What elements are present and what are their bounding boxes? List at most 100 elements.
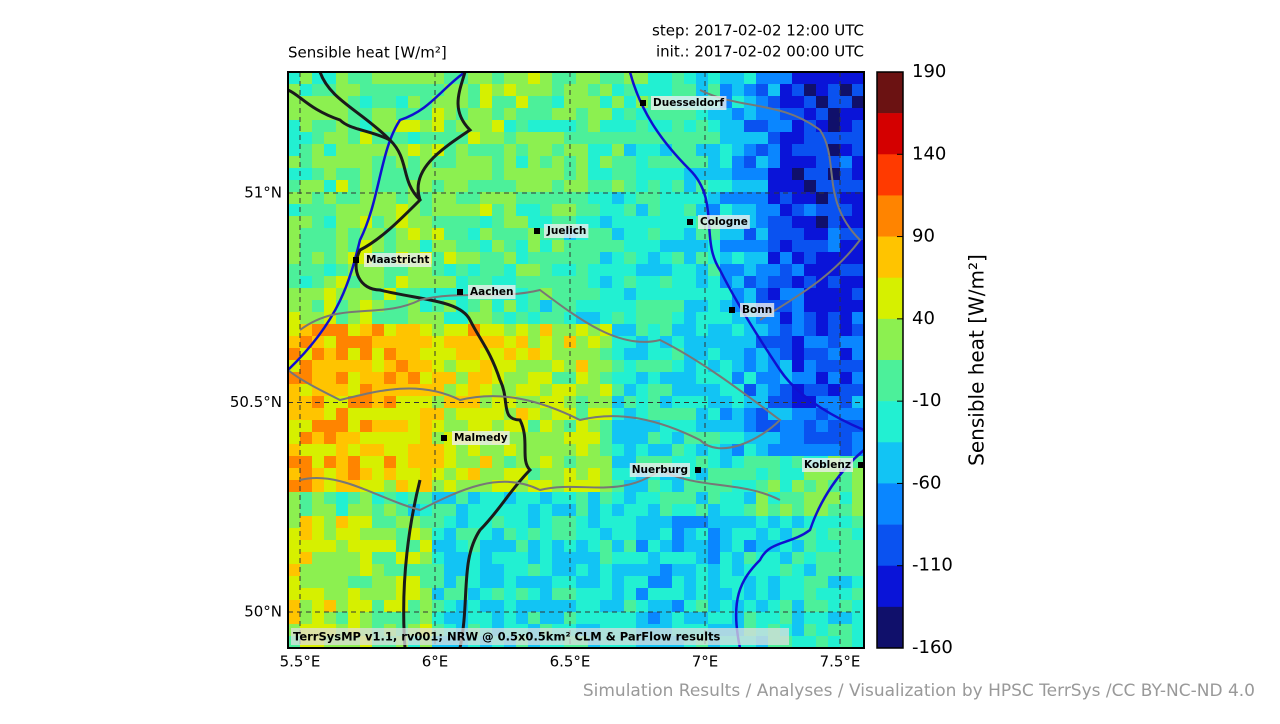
field-cell <box>816 228 829 241</box>
field-cell <box>492 96 505 109</box>
field-cell <box>816 324 829 337</box>
field-cell <box>756 228 769 241</box>
field-cell <box>432 228 445 241</box>
field-cell <box>684 564 697 577</box>
field-cell <box>684 324 697 337</box>
field-cell <box>348 612 361 625</box>
field-cell <box>408 120 421 133</box>
field-cell <box>684 252 697 265</box>
field-cell <box>360 516 373 529</box>
field-cell <box>300 180 313 193</box>
field-cell <box>780 216 793 229</box>
field-cell <box>312 144 325 157</box>
field-cell <box>576 456 589 469</box>
field-cell <box>504 252 517 265</box>
field-cell <box>744 168 757 181</box>
field-cell <box>360 456 373 469</box>
field-cell <box>588 216 601 229</box>
field-cell <box>564 612 577 625</box>
field-cell <box>372 612 385 625</box>
field-cell <box>372 588 385 601</box>
field-cell <box>288 396 301 409</box>
field-cell <box>612 312 625 325</box>
field-cell <box>720 372 733 385</box>
field-cell <box>804 300 817 313</box>
field-cell <box>828 624 841 637</box>
field-cell <box>504 504 517 517</box>
field-cell <box>312 612 325 625</box>
field-cell <box>456 384 469 397</box>
field-cell <box>384 276 397 289</box>
field-cell <box>576 444 589 457</box>
field-cell <box>636 276 649 289</box>
field-cell <box>852 516 864 529</box>
field-cell <box>420 180 433 193</box>
field-cell <box>768 612 781 625</box>
field-cell <box>360 588 373 601</box>
field-cell <box>420 492 433 505</box>
field-cell <box>768 432 781 445</box>
field-cell <box>552 96 565 109</box>
field-cell <box>636 504 649 517</box>
field-cell <box>852 564 864 577</box>
field-cell <box>600 348 613 361</box>
field-cell <box>588 564 601 577</box>
city-label-box <box>468 285 516 299</box>
field-cell <box>780 384 793 397</box>
field-cell <box>720 72 733 85</box>
city-marker <box>534 228 540 234</box>
field-cell <box>288 612 301 625</box>
field-cell <box>480 300 493 313</box>
field-cell <box>480 228 493 241</box>
field-cell <box>300 132 313 145</box>
field-cell <box>792 300 805 313</box>
field-cell <box>444 444 457 457</box>
field-cell <box>756 264 769 277</box>
field-cell <box>732 276 745 289</box>
field-cell <box>660 576 673 589</box>
field-cell <box>648 528 661 541</box>
field-cell <box>756 156 769 169</box>
field-cell <box>384 96 397 109</box>
field-cell <box>468 492 481 505</box>
field-cell <box>540 516 553 529</box>
field-cell <box>720 336 733 349</box>
field-cell <box>336 84 349 97</box>
field-cell <box>504 576 517 589</box>
field-cell <box>456 408 469 421</box>
field-cell <box>828 576 841 589</box>
field-cell <box>480 420 493 433</box>
field-cell <box>636 144 649 157</box>
field-cell <box>300 588 313 601</box>
field-cell <box>480 564 493 577</box>
field-cell <box>732 72 745 85</box>
field-cell <box>384 516 397 529</box>
field-cell <box>552 168 565 181</box>
field-cell <box>288 252 301 265</box>
field-cell <box>804 624 817 637</box>
field-cell <box>852 168 864 181</box>
field-cell <box>288 504 301 517</box>
field-cell <box>492 552 505 565</box>
field-cell <box>828 336 841 349</box>
field-cell <box>840 72 853 85</box>
field-cell <box>708 120 721 133</box>
field-cell <box>384 480 397 493</box>
field-cell <box>816 612 829 625</box>
field-cell <box>480 312 493 325</box>
field-cell <box>348 336 361 349</box>
field-cell <box>420 528 433 541</box>
field-cell <box>432 372 445 385</box>
field-cell <box>516 504 529 517</box>
field-cell <box>840 252 853 265</box>
field-cell <box>804 504 817 517</box>
field-cell <box>360 372 373 385</box>
field-cell <box>396 324 409 337</box>
field-cell <box>420 360 433 373</box>
field-cell <box>384 612 397 625</box>
field-cell <box>612 120 625 133</box>
field-cell <box>696 516 709 529</box>
field-cell <box>372 468 385 481</box>
field-cell <box>780 444 793 457</box>
field-cell <box>624 540 637 553</box>
